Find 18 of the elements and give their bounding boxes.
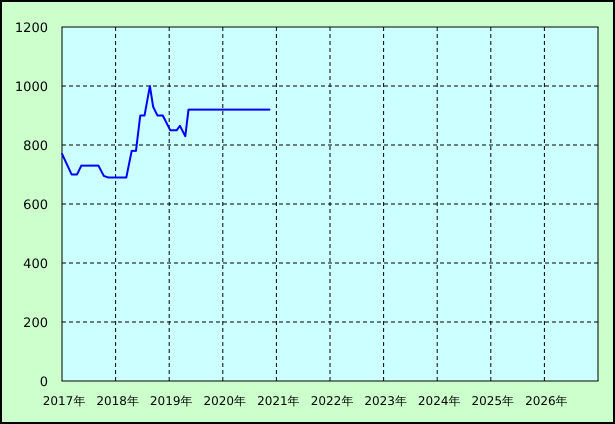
x-tick-label: 2023年 xyxy=(364,394,407,408)
y-tick-label: 1200 xyxy=(14,21,48,36)
y-tick-label: 200 xyxy=(23,316,48,331)
y-tick-label: 400 xyxy=(23,257,48,272)
y-tick-label: 800 xyxy=(23,139,48,154)
x-tick-label: 2025年 xyxy=(472,394,514,408)
x-tick-label: 2019年 xyxy=(150,394,192,408)
x-tick-label: 2022年 xyxy=(310,394,354,408)
y-tick-label: 0 xyxy=(40,375,48,390)
line-series xyxy=(61,85,270,178)
x-tick-label: 2017年 xyxy=(42,394,86,408)
x-tick-label: 2026年 xyxy=(525,394,568,408)
y-tick-label: 600 xyxy=(23,198,48,213)
y-tick-label: 1000 xyxy=(14,80,48,95)
x-tick-label: 2021年 xyxy=(257,394,300,408)
x-tick-label: 2020年 xyxy=(204,394,246,408)
x-tick-label: 2024年 xyxy=(418,394,460,408)
x-tick-label: 2018年 xyxy=(96,394,139,408)
